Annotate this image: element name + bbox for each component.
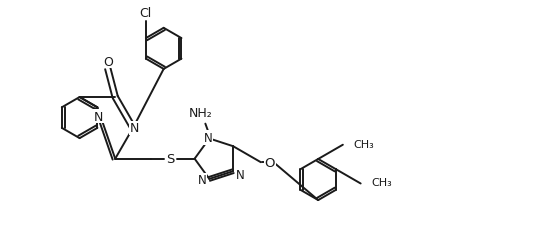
Text: NH₂: NH₂ xyxy=(189,107,212,120)
Text: N: N xyxy=(94,110,103,123)
Text: N: N xyxy=(198,174,207,187)
Text: O: O xyxy=(264,156,275,169)
Text: CH₃: CH₃ xyxy=(371,178,392,188)
Text: Cl: Cl xyxy=(140,7,152,20)
Text: N: N xyxy=(204,132,213,144)
Text: N: N xyxy=(236,168,244,181)
Text: CH₃: CH₃ xyxy=(354,139,375,149)
Text: O: O xyxy=(103,56,113,68)
Text: S: S xyxy=(166,152,175,166)
Text: N: N xyxy=(129,122,139,135)
